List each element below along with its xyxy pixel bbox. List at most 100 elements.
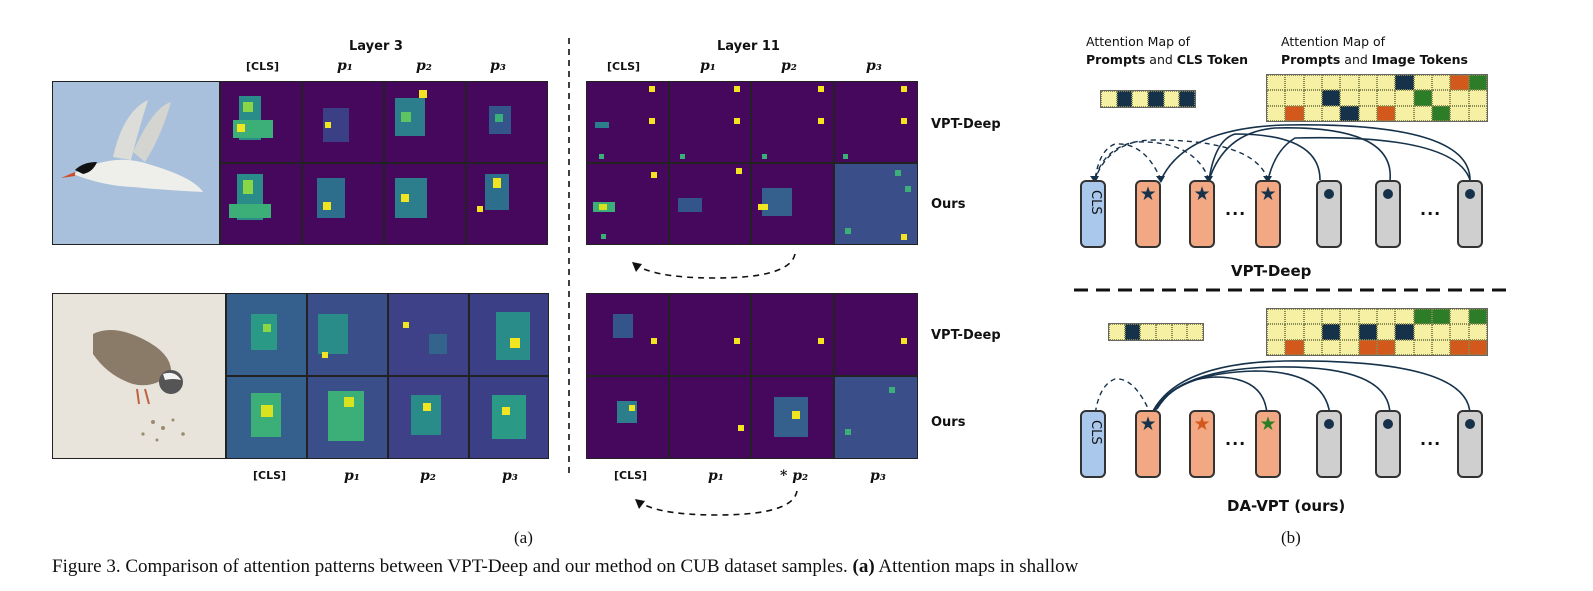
dot-icon	[1324, 419, 1334, 429]
star-icon: ★	[1259, 414, 1277, 435]
legend-img-tokens: Image Tokens	[1371, 52, 1468, 67]
caption-bold: (a)	[852, 556, 875, 577]
attn-map-l11-g2-ours-p3	[834, 376, 918, 459]
star-icon: ★	[1193, 184, 1211, 205]
attn-map-l11-g1-vpt-p1	[669, 81, 751, 163]
vpt-image-ellipsis: ...	[1420, 200, 1442, 219]
col-p1-footer-l11: p₁	[708, 468, 724, 484]
attn-map-l3-g1-ours-p3	[466, 163, 548, 245]
dot-icon	[1324, 189, 1334, 199]
vpt-image-token-2	[1375, 180, 1401, 248]
col-p3-header: p₃	[490, 58, 506, 74]
panel-a-label: (a)	[514, 528, 533, 547]
legend-img-and: and	[1340, 52, 1372, 67]
attn-map-l11-g2-ours-p2	[751, 376, 834, 459]
attn-map-l11-g1-ours-p2	[751, 163, 834, 245]
attn-map-l3-g2-ours-p3	[469, 376, 549, 459]
vpt-cls-token: CLS	[1080, 180, 1106, 248]
col-cls-header: [CLS]	[246, 60, 280, 73]
attn-map-l3-g1-ours-cls	[220, 163, 302, 245]
vpt-prompt-token-2: ★	[1189, 180, 1215, 248]
legend-cls-text: Attention Map of Prompts and CLS Token	[1086, 33, 1248, 69]
vpt-prompt-token-1: ★	[1135, 180, 1161, 248]
layer11-title: Layer 11	[717, 39, 780, 54]
attn-map-l3-g1-vpt-p3	[466, 81, 548, 163]
row-label-ours-2: Ours	[931, 415, 966, 430]
row-label-vpt-2: VPT-Deep	[931, 328, 1001, 343]
attn-map-l3-g1-ours-p1	[302, 163, 384, 245]
attn-map-l3-g1-vpt-cls	[220, 81, 302, 163]
attn-map-l11-g1-vpt-p3	[834, 81, 918, 163]
caption-prefix: Figure 3. Comparison of attention patter…	[52, 556, 853, 577]
davpt-prompt-token-1: ★	[1135, 410, 1161, 478]
attn-map-l11-g1-ours-cls	[586, 163, 669, 245]
attn-map-l11-g2-ours-p1	[669, 376, 751, 459]
tern-illustration	[61, 100, 203, 192]
col-cls-footer-l11: [CLS]	[614, 469, 648, 482]
panel-b-divider	[1074, 288, 1514, 292]
attn-map-l3-g2-vpt-p2	[388, 293, 469, 376]
col-p2-footer: p₂	[420, 468, 436, 484]
row-label-ours-1: Ours	[931, 197, 966, 212]
attn-map-l3-g2-ours-p2	[388, 376, 469, 459]
legend-img-line2: Prompts and Image Tokens	[1281, 51, 1468, 69]
dot-icon	[1383, 419, 1393, 429]
attn-map-l3-g2-vpt-p3	[469, 293, 549, 376]
col-p3-footer: p₃	[502, 468, 518, 484]
attn-map-l11-g2-vpt-p2	[751, 293, 834, 376]
figure-caption: Figure 3. Comparison of attention patter…	[52, 556, 1078, 578]
star-icon: ★	[1139, 184, 1157, 205]
legend-img-prompts: Prompts	[1281, 52, 1341, 67]
legend-cls-and: and	[1145, 52, 1177, 67]
attn-map-l11-g2-ours-cls	[586, 376, 669, 459]
legend-cls-line1: Attention Map of	[1086, 34, 1191, 49]
col-cls-header-l11: [CLS]	[607, 60, 641, 73]
davpt-image-token-3	[1457, 410, 1483, 478]
panel-divider	[568, 38, 570, 478]
vpt-attention-arcs	[1090, 124, 1471, 183]
davpt-prompt-token-3: ★	[1255, 410, 1281, 478]
star-icon: ★	[1193, 414, 1211, 435]
legend-img-text: Attention Map of Prompts and Image Token…	[1281, 33, 1468, 69]
davpt-prompt-ellipsis: ...	[1225, 430, 1247, 449]
attn-map-l3-g2-ours-cls	[226, 376, 307, 459]
attn-map-l11-g2-vpt-p1	[669, 293, 751, 376]
panel-b-label: (b)	[1281, 528, 1301, 547]
attn-map-l3-g1-vpt-p1	[302, 81, 384, 163]
davpt-attention-arcs	[1090, 360, 1471, 418]
vpt-image-token-3	[1457, 180, 1483, 248]
vpt-image-attention-grid	[1266, 74, 1488, 122]
vpt-cls-attention-strip	[1100, 90, 1196, 108]
swap-arrow-1	[631, 253, 796, 279]
col-p2-header: p₂	[416, 58, 432, 74]
attn-map-l3-g2-vpt-cls	[226, 293, 307, 376]
davpt-cls-token: CLS	[1080, 410, 1106, 478]
davpt-image-token-2	[1375, 410, 1401, 478]
dot-icon	[1383, 189, 1393, 199]
attn-map-l3-g1-ours-p2	[384, 163, 466, 245]
star-icon: ★	[1139, 414, 1157, 435]
col-p1-header: p₁	[337, 58, 353, 74]
col-p2-marked-footer: * p₂	[780, 468, 809, 484]
attn-map-l11-g1-ours-p3	[834, 163, 918, 245]
legend-cls-prompts: Prompts	[1086, 52, 1146, 67]
col-p1-header-l11: p₁	[700, 58, 716, 74]
attn-map-l11-g2-vpt-p3	[834, 293, 918, 376]
attn-map-l11-g1-vpt-cls	[586, 81, 669, 163]
dot-icon	[1465, 189, 1475, 199]
vpt-deep-title: VPT-Deep	[1231, 262, 1312, 280]
davpt-image-ellipsis: ...	[1420, 430, 1442, 449]
layer3-title: Layer 3	[349, 39, 403, 54]
col-p2-header-l11: p₂	[781, 58, 797, 74]
attn-map-l11-g1-vpt-p2	[751, 81, 834, 163]
vpt-prompt-ellipsis: ...	[1225, 200, 1247, 219]
attn-map-l11-g1-ours-p1	[669, 163, 751, 245]
attn-map-l11-g2-vpt-cls	[586, 293, 669, 376]
star-icon: ★	[1259, 184, 1277, 205]
swap-arrow-2	[634, 490, 798, 516]
col-p3-footer-l11: p₃	[870, 468, 886, 484]
col-p3-header-l11: p₃	[866, 58, 882, 74]
dot-icon	[1465, 419, 1475, 429]
attn-map-l3-g1-vpt-p2	[384, 81, 466, 163]
davpt-cls-token-label: CLS	[1088, 420, 1103, 445]
